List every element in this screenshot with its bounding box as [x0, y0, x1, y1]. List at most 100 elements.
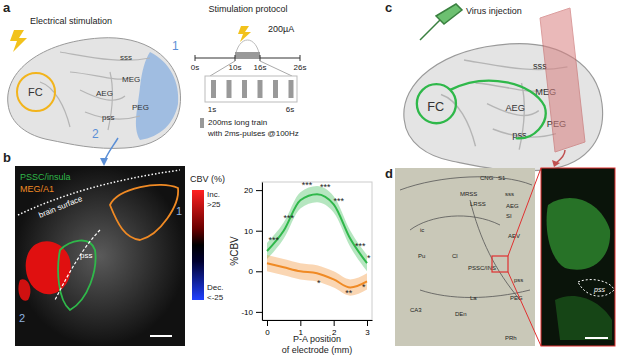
pss-line: [578, 280, 614, 297]
plot-frame: [262, 182, 372, 320]
train-bar: [258, 80, 263, 98]
zoom-box: [205, 76, 297, 102]
tick-mark: [367, 320, 368, 326]
atlas-label: Cl: [452, 253, 458, 259]
zoom-lines: [210, 61, 292, 76]
pathway-label: 1: [172, 39, 179, 53]
significance: ***: [302, 180, 313, 190]
tick-mark: [256, 190, 262, 191]
colorbar-label: Dec.: [207, 283, 223, 292]
series-line: [267, 263, 367, 287]
axis-line: [263, 320, 373, 321]
brain-surface-line: [18, 170, 180, 215]
tick-mark: [256, 312, 262, 313]
significance: ***: [320, 182, 331, 192]
arrow-head: [100, 158, 108, 166]
arrow-head: [552, 160, 560, 167]
significance: ***: [333, 196, 344, 206]
train-legend: [200, 118, 204, 128]
significance: *: [317, 278, 321, 288]
plot-marks: [267, 186, 367, 296]
panel-label: d: [385, 166, 393, 181]
arrow: [556, 150, 565, 163]
tick-mark: [300, 320, 301, 326]
tick-label: 0: [249, 267, 254, 276]
timeline-tick: [235, 55, 236, 61]
bolt-icon: [10, 30, 27, 52]
atlas-label: AEV: [508, 233, 520, 239]
colorbar-title: CBV (%): [190, 174, 225, 184]
significance: ***: [283, 213, 294, 223]
y-axis: -1001020: [241, 183, 262, 321]
axis-title: P-A position: [293, 334, 341, 344]
tick-mark: [334, 320, 335, 326]
atlas-label: PRh: [505, 335, 517, 341]
atlas-label: DEn: [455, 311, 467, 317]
legend-label: PSSC/insula: [20, 172, 71, 182]
time-label: 1s: [208, 105, 216, 114]
tick-label: 3: [365, 328, 370, 337]
tick: 20: [244, 186, 262, 195]
time-label: 26s: [294, 63, 307, 72]
tick-mark: [256, 231, 262, 232]
timeline-tick: [260, 55, 261, 61]
atlas-label: pss: [514, 277, 523, 283]
bolt-icon: [238, 26, 251, 42]
series-line: [267, 194, 367, 263]
atlas-label: sss: [505, 191, 514, 197]
cbv-image: [15, 166, 185, 346]
atlas-label: ic: [420, 227, 424, 233]
syringe: [420, 4, 462, 40]
train-bar: [273, 80, 278, 98]
brain-outline: [8, 38, 181, 149]
fluorescence: [555, 296, 612, 340]
region-label: FC: [427, 100, 444, 114]
train-bar: [227, 80, 232, 98]
colorbar-label: Inc.: [207, 190, 220, 199]
pssc-roi: [58, 241, 95, 310]
significance: ***: [268, 235, 279, 245]
pathway-label: 2: [92, 127, 99, 141]
current-label: 200µA: [268, 24, 294, 34]
activation: [18, 279, 30, 300]
error-band: [267, 186, 367, 271]
image-label: 2: [19, 312, 25, 324]
axis-title: %CBV: [229, 236, 240, 266]
significance: ***: [355, 241, 366, 251]
atlas-label: S1: [498, 175, 506, 181]
panel-label: b: [3, 150, 11, 165]
tick-label: 0: [265, 328, 270, 337]
atlas-label: SI: [506, 213, 512, 219]
colorbar-label: <-25: [207, 293, 224, 302]
significance: **: [345, 288, 353, 298]
sulcus: [70, 72, 130, 79]
significance: *: [362, 282, 366, 292]
image-label: pss: [80, 251, 92, 260]
train-bar: [211, 80, 216, 98]
tick-mark: [256, 271, 262, 272]
sulcus: [60, 52, 150, 60]
image-label: 1: [176, 205, 182, 217]
injection-site: [417, 84, 456, 123]
panel-title: Electrical stimulation: [30, 16, 112, 26]
meg-roi: [110, 185, 178, 240]
atlas-label: CA3: [410, 307, 422, 313]
panel-label: a: [3, 0, 11, 15]
zoom-region: [492, 256, 508, 272]
scale-bar: [585, 337, 608, 339]
stim-envelope: [235, 40, 260, 58]
tick: 3: [365, 320, 370, 337]
tick-label: 20: [244, 186, 253, 195]
region-label: sss: [120, 53, 132, 62]
region-label: AEG: [505, 103, 524, 113]
region-label: PEG: [132, 103, 149, 112]
auditory-region: [136, 52, 178, 140]
fluorescence-image: [541, 168, 615, 346]
tick: -10: [241, 308, 262, 317]
panel-label: c: [385, 0, 392, 15]
timeline-tick: [195, 55, 196, 61]
train-note: 200ms long train: [208, 118, 267, 127]
histology-image: [395, 168, 535, 346]
tick: 0: [265, 320, 270, 337]
axis-title: of electrode (mm): [282, 345, 353, 355]
